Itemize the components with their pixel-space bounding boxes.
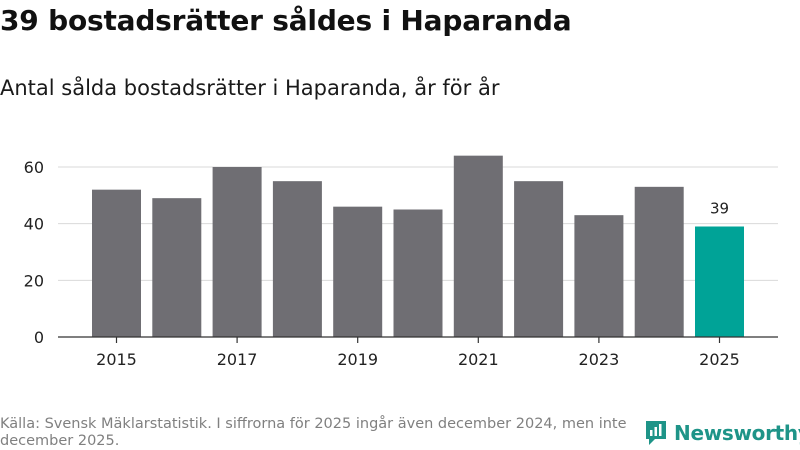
bar-2021 — [453, 155, 503, 337]
bar-2023 — [574, 215, 624, 337]
chart-title: 39 bostadsrätter såldes i Haparanda — [0, 4, 572, 37]
x-tick-label-2021: 2021 — [458, 350, 499, 369]
bars — [92, 155, 744, 337]
bar-2015 — [92, 189, 141, 337]
bar-2025 — [695, 226, 744, 337]
bar-chart: 0 20 40 60 39 2015 2017 2019 2021 2023 2025 — [24, 155, 778, 369]
y-tick-label-60: 60 — [24, 158, 44, 177]
bar-2019 — [333, 206, 383, 337]
y-tick-label-40: 40 — [24, 215, 44, 234]
bar-2020 — [393, 209, 443, 337]
bar-2016 — [152, 198, 202, 337]
bar-2022 — [514, 181, 564, 337]
x-tick-label-2019: 2019 — [337, 350, 378, 369]
source-note: Källa: Svensk Mäklarstatistik. I siffror… — [0, 416, 627, 449]
data-label-2025: 39 — [710, 200, 729, 218]
x-tick-label-2023: 2023 — [579, 350, 620, 369]
bar-2024 — [634, 186, 684, 337]
y-tick-label-20: 20 — [24, 271, 44, 290]
bar-2018 — [272, 181, 322, 337]
newsworthy-logo: Newsworthy — [644, 418, 800, 448]
newsworthy-logo-text: Newsworthy — [674, 421, 800, 445]
x-axis: 2015 2017 2019 2021 2023 2025 — [58, 336, 778, 369]
x-tick-label-2015: 2015 — [96, 350, 137, 369]
bar-2017 — [212, 167, 262, 337]
y-tick-label-0: 0 — [34, 328, 44, 347]
newsworthy-logo-icon — [646, 421, 666, 445]
y-axis-ticks: 0 20 40 60 — [24, 158, 44, 347]
x-tick-label-2025: 2025 — [699, 350, 740, 369]
chart-subtitle: Antal sålda bostadsrätter i Haparanda, å… — [0, 76, 500, 100]
data-labels: 39 — [710, 200, 729, 218]
x-tick-label-2017: 2017 — [217, 350, 258, 369]
